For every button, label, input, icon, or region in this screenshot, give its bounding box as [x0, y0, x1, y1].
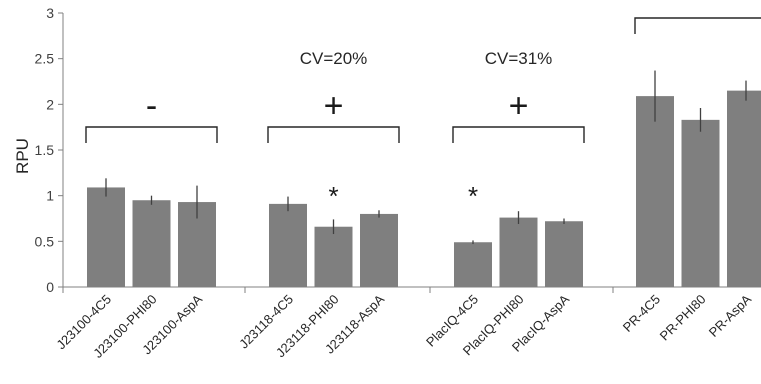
sign-marker: - [146, 87, 157, 125]
group-bracket [452, 126, 585, 143]
bar [499, 217, 538, 287]
x-tick-label: PR-PHI80 [657, 292, 709, 344]
significance-asterisk: * [328, 181, 338, 211]
bar [454, 242, 492, 287]
y-tick-label: 2 [46, 96, 54, 112]
bar [132, 200, 171, 287]
group-bracket [634, 17, 761, 34]
y-tick-label: 2.5 [35, 51, 55, 67]
bar [269, 203, 307, 287]
annotations: - * + CV=20% * + CV=31% [85, 17, 761, 211]
y-tick-label: 1 [46, 188, 54, 204]
x-tick-label: PR-4C5 [620, 292, 663, 335]
bar [87, 187, 125, 287]
bar [727, 90, 761, 287]
bars [87, 70, 761, 287]
bar [545, 221, 583, 287]
y-tick-label: 3 [46, 5, 54, 21]
sign-marker: + [324, 87, 344, 125]
group-bracket [85, 126, 218, 143]
y-tick-label: 1.5 [35, 142, 55, 158]
cv-annotation: CV=20% [300, 49, 368, 68]
sign-marker: + [509, 87, 529, 125]
y-axis-title: RPU [13, 138, 32, 174]
group-bracket [267, 126, 400, 143]
x-tick-label: PR-AspA [706, 291, 755, 340]
significance-asterisk: * [468, 181, 478, 211]
y-tick-label: 0 [46, 279, 54, 295]
bar [314, 226, 353, 287]
bar [360, 213, 398, 287]
cv-annotation: CV=31% [485, 49, 553, 68]
y-tick-label: 0.5 [35, 233, 55, 249]
bar [636, 96, 674, 287]
bar [681, 119, 720, 287]
